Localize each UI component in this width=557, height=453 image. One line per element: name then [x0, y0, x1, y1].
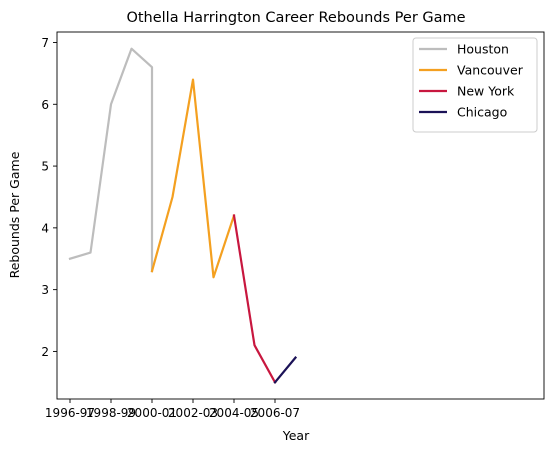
y-tick-label: 6 — [41, 98, 49, 112]
x-axis-label: Year — [282, 428, 310, 443]
x-tick-label: 2002-03 — [168, 406, 218, 420]
series-line-vancouver — [150, 78, 236, 279]
legend-label-chicago: Chicago — [457, 105, 507, 120]
x-tick-label: 1998-99 — [86, 406, 136, 420]
legend-label-new-york: New York — [457, 84, 515, 99]
y-tick-label: 5 — [41, 160, 49, 174]
legend-box — [412, 37, 538, 133]
series-line-new-york — [232, 214, 277, 384]
x-tick-label: 2000-01 — [127, 406, 177, 420]
x-tick-label: 2006-07 — [250, 406, 300, 420]
series-line-chicago — [273, 356, 298, 384]
x-tick-label: 1996-97 — [45, 406, 95, 420]
legend-label-vancouver: Vancouver — [457, 63, 524, 78]
legend: Houston Vancouver New York Chicago — [412, 37, 538, 133]
y-tick-label: 4 — [41, 221, 49, 235]
y-tick-label: 3 — [41, 283, 49, 297]
chart-title: Othella Harrington Career Rebounds Per G… — [126, 10, 465, 26]
y-tick-label: 2 — [41, 345, 49, 359]
y-tick-label: 7 — [41, 36, 49, 50]
y-axis: 2 3 4 5 6 7 — [41, 36, 57, 359]
series-line-houston — [68, 47, 154, 273]
series-layer — [68, 47, 298, 384]
legend-label-houston: Houston — [457, 42, 509, 57]
y-axis-label: Rebounds Per Game — [7, 151, 22, 278]
plot-frame — [56, 31, 545, 400]
x-tick-label: 2004-05 — [209, 406, 259, 420]
x-axis: 1996-971998-992000-012002-032004-052006-… — [45, 399, 300, 420]
